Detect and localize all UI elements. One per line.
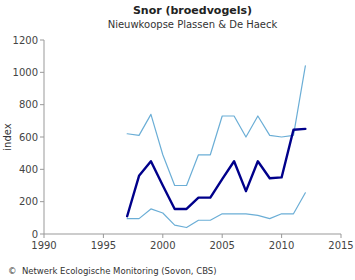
line	[127, 193, 305, 228]
y-tick-label: 200	[19, 196, 38, 207]
title: Snor (broedvogels)	[133, 4, 252, 17]
x-tick-label: 1990	[31, 240, 56, 251]
y-tick-label: 0	[32, 229, 38, 240]
chart: Snor (broedvogels) Nieuwkoopse Plassen & …	[0, 0, 355, 280]
x-tick	[44, 234, 45, 238]
x-tick	[222, 234, 223, 238]
x-axis	[44, 234, 341, 235]
x-tick	[103, 234, 104, 238]
y-axis-label: index	[2, 123, 13, 150]
y-tick	[40, 234, 44, 235]
x-tick	[281, 234, 282, 238]
x-tick	[341, 234, 342, 238]
x-tick-label: 2000	[150, 240, 175, 251]
y-tick	[40, 104, 44, 105]
x-tick-label: 2015	[328, 240, 353, 251]
x-tick-label: 2005	[209, 240, 234, 251]
footer: © Netwerk Ecologische Monitoring (Sovon,…	[8, 266, 217, 276]
y-tick-label: 800	[19, 99, 38, 110]
line	[127, 129, 305, 216]
y-tick-label: 1200	[13, 35, 38, 46]
subtitle: Nieuwkoopse Plassen & De Haeck	[108, 19, 278, 30]
y-tick-label: 600	[19, 132, 38, 143]
plot-area	[127, 66, 305, 228]
y-tick	[40, 201, 44, 202]
y-tick	[40, 72, 44, 73]
x-tick	[162, 234, 163, 238]
y-tick	[40, 169, 44, 170]
x-tick-label: 2010	[269, 240, 294, 251]
y-tick	[40, 137, 44, 138]
y-tick-label: 1000	[13, 67, 38, 78]
y-tick	[40, 40, 44, 41]
y-tick-label: 400	[19, 164, 38, 175]
x-tick-label: 1995	[91, 240, 116, 251]
